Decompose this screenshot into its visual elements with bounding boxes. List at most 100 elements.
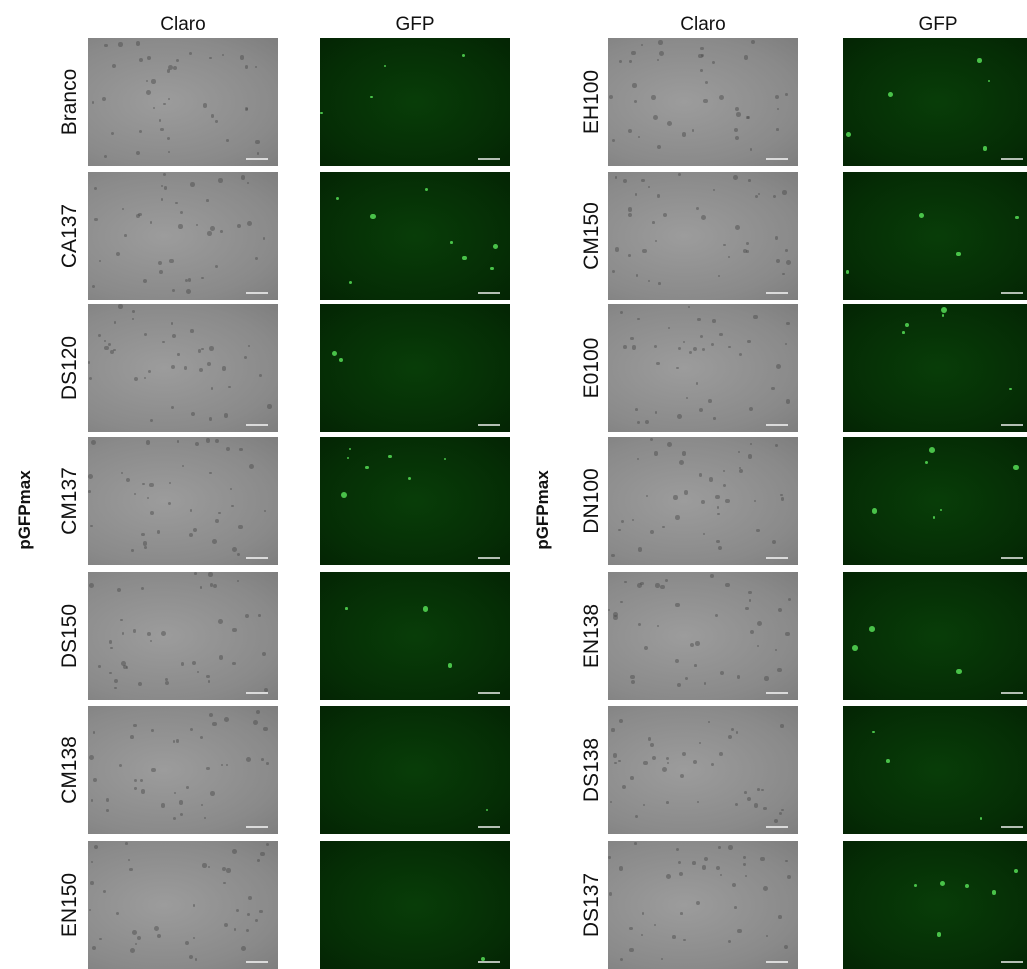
cell-fluorescence xyxy=(408,477,411,480)
cell xyxy=(631,51,636,56)
cell xyxy=(246,929,249,932)
cell xyxy=(754,803,758,807)
cell xyxy=(657,59,659,61)
cell xyxy=(180,813,183,816)
cell xyxy=(226,139,229,142)
cell xyxy=(719,752,723,756)
row-label: EH100 xyxy=(580,70,604,134)
cell xyxy=(261,758,264,761)
cell xyxy=(735,136,739,140)
cell xyxy=(635,815,639,819)
cell xyxy=(213,584,217,588)
cell xyxy=(620,958,623,961)
brightfield-image xyxy=(608,437,798,565)
row-label: Branco xyxy=(58,69,82,136)
cell xyxy=(224,717,229,722)
cell xyxy=(781,809,783,811)
cell xyxy=(177,353,179,355)
cell xyxy=(160,128,164,132)
cell xyxy=(117,588,121,592)
cell xyxy=(246,757,251,762)
cell xyxy=(713,189,715,191)
cell xyxy=(654,924,656,926)
cell xyxy=(134,377,138,381)
cell xyxy=(138,682,142,686)
cell xyxy=(667,442,672,447)
cell xyxy=(709,477,713,481)
cell xyxy=(226,868,230,872)
cell-fluorescence xyxy=(940,509,942,511)
cell xyxy=(612,139,615,142)
cell xyxy=(738,451,740,453)
cell xyxy=(189,955,193,959)
cell-fluorescence xyxy=(1014,869,1018,873)
scale-bar xyxy=(478,692,500,694)
row-label: CM137 xyxy=(58,467,82,535)
cell xyxy=(150,640,152,642)
cell xyxy=(136,41,141,46)
cell xyxy=(232,662,235,665)
cell xyxy=(780,494,782,496)
cell xyxy=(744,55,749,60)
cell xyxy=(206,199,209,202)
cell xyxy=(173,740,175,742)
cell xyxy=(139,58,143,62)
cell xyxy=(661,958,663,960)
cell xyxy=(693,760,697,764)
column-header: Claro xyxy=(608,14,798,36)
cell xyxy=(719,95,724,100)
cell xyxy=(186,786,189,789)
cell xyxy=(659,51,664,56)
scale-bar xyxy=(766,826,788,828)
cell-fluorescence xyxy=(914,884,917,887)
cell xyxy=(164,186,168,190)
cell xyxy=(181,662,185,666)
cell xyxy=(656,362,660,366)
cell xyxy=(173,66,178,71)
cell xyxy=(226,447,230,451)
cell xyxy=(248,896,252,900)
scale-bar xyxy=(478,424,500,426)
cell xyxy=(232,628,236,632)
figure: pGFPmaxClaroGFPBrancoCA137DS120CM137DS15… xyxy=(0,0,1027,969)
cell xyxy=(712,61,715,64)
cell xyxy=(621,520,624,523)
cell xyxy=(247,182,249,184)
cell xyxy=(139,130,142,133)
cell xyxy=(682,752,686,756)
cell xyxy=(708,399,712,403)
cell xyxy=(750,630,754,634)
cell xyxy=(121,661,126,666)
cell xyxy=(138,213,142,217)
cell xyxy=(255,257,258,260)
cell xyxy=(168,502,171,505)
cell xyxy=(725,499,729,503)
cell xyxy=(201,277,204,280)
cell xyxy=(136,151,140,155)
cell xyxy=(747,797,751,801)
cell xyxy=(231,505,234,508)
cell-fluorescence xyxy=(933,516,935,518)
scale-bar xyxy=(478,826,500,828)
cell xyxy=(257,152,259,154)
cell xyxy=(643,804,645,806)
cell xyxy=(615,176,618,179)
cell xyxy=(611,728,614,731)
cell-fluorescence xyxy=(444,458,446,460)
cell xyxy=(146,440,150,444)
cell xyxy=(224,923,228,927)
cell xyxy=(629,60,631,62)
cell-fluorescence xyxy=(339,358,344,363)
cell xyxy=(178,224,182,228)
cell xyxy=(675,515,680,520)
cell xyxy=(611,554,614,557)
scale-bar xyxy=(246,961,268,963)
cell xyxy=(151,79,155,83)
cell xyxy=(219,655,224,660)
cell xyxy=(189,52,192,55)
cell xyxy=(646,495,648,497)
cell xyxy=(133,629,137,633)
cell xyxy=(648,737,651,740)
cell xyxy=(699,473,702,476)
cell xyxy=(776,364,781,369)
